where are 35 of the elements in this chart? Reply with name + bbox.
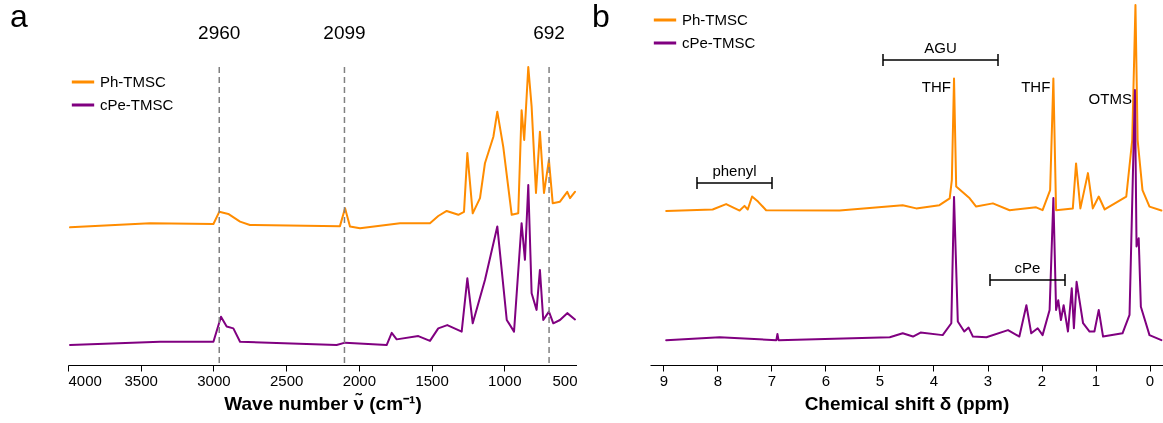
ref-line-label: 692: [533, 22, 565, 43]
annotation: THF: [921, 78, 952, 96]
legend-label: cPe-TMSC: [100, 96, 174, 113]
x-axis-title: Wave number ν̃ (cm⁻¹): [224, 391, 422, 414]
legend-label: cPe-TMSC: [682, 34, 756, 51]
annotation: THF: [1021, 78, 1051, 96]
x-tick-label: 4: [929, 371, 939, 389]
x-tick-label: 4000: [68, 371, 102, 389]
legend-label: Ph-TMSC: [682, 11, 748, 28]
x-tick-label: 1500: [415, 371, 449, 389]
x-tick-label: 2500: [269, 371, 304, 389]
x-tick-label: 0: [1145, 371, 1155, 389]
x-tick-label: 3: [983, 371, 993, 389]
ref-line-label: 2099: [323, 22, 366, 43]
x-tick-label: 6: [821, 371, 831, 389]
text: a: [10, 0, 28, 34]
x-tick-label: 7: [767, 371, 777, 389]
text: b: [592, 0, 610, 34]
ref-line-label: 2960: [198, 22, 241, 43]
x-tick-label: 2: [1037, 371, 1047, 389]
x-tick-label: 1: [1091, 371, 1101, 389]
x-tick-label: 2000: [342, 371, 377, 389]
annotation: cPe: [1014, 259, 1041, 276]
annotation: OTMS: [1088, 89, 1132, 107]
x-tick-label: 3000: [197, 371, 231, 389]
annotation: phenyl: [712, 162, 757, 179]
x-tick-label: 3500: [124, 371, 158, 389]
x-tick-label: 9: [659, 371, 669, 389]
annotation: AGU: [924, 39, 957, 56]
x-tick-label: 500: [552, 371, 578, 389]
legend-label: Ph-TMSC: [100, 73, 166, 90]
x-tick-label: 1000: [488, 371, 522, 389]
x-tick-label: 8: [713, 371, 723, 389]
x-tick-label: 5: [875, 371, 885, 389]
x-axis-title: Chemical shift δ (ppm): [804, 392, 1010, 414]
